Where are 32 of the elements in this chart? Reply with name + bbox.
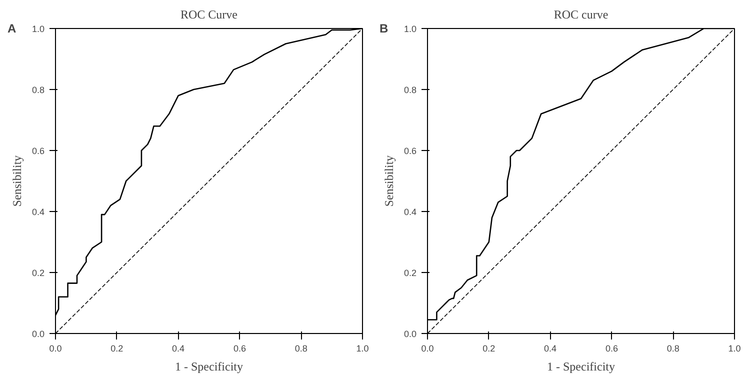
- y-tick-label: 0.2: [404, 268, 417, 278]
- y-tick-label: 0.6: [404, 146, 417, 156]
- x-axis-title: 1 - Specificity: [175, 360, 243, 374]
- x-tick-label: 0.2: [110, 344, 124, 354]
- x-tick-label: 1.0: [728, 344, 741, 354]
- x-tick-label: 0.0: [49, 344, 62, 354]
- x-tick-label: 0.4: [544, 344, 557, 354]
- y-axis-title: Sensibility: [382, 155, 396, 207]
- y-tick-label: 1.0: [32, 24, 45, 34]
- x-tick-label: 0.0: [421, 344, 434, 354]
- x-tick-label: 0.6: [605, 344, 618, 354]
- y-tick-label: 0.4: [404, 207, 417, 217]
- y-tick-label: 0.0: [32, 329, 45, 339]
- y-tick-label: 0.4: [32, 207, 45, 217]
- y-tick-label: 0.0: [404, 329, 417, 339]
- y-tick-label: 1.0: [404, 24, 417, 34]
- x-tick-label: 0.4: [172, 344, 185, 354]
- y-tick-label: 0.6: [32, 146, 45, 156]
- y-tick-label: 0.2: [32, 268, 45, 278]
- chart-title: ROC Curve: [180, 8, 238, 22]
- text: B: [380, 22, 388, 36]
- x-tick-label: 1.0: [356, 344, 369, 354]
- y-tick-label: 0.8: [404, 85, 417, 95]
- x-tick-label: 0.8: [666, 344, 680, 354]
- text: A: [8, 22, 16, 36]
- y-axis-title: Sensibility: [10, 155, 24, 207]
- x-axis-title: 1 - Specificity: [547, 360, 615, 374]
- chart-title: ROC curve: [554, 8, 608, 22]
- x-tick-label: 0.6: [233, 344, 246, 354]
- y-tick-label: 0.8: [32, 85, 45, 95]
- x-tick-label: 0.8: [294, 344, 308, 354]
- x-tick-label: 0.2: [482, 344, 496, 354]
